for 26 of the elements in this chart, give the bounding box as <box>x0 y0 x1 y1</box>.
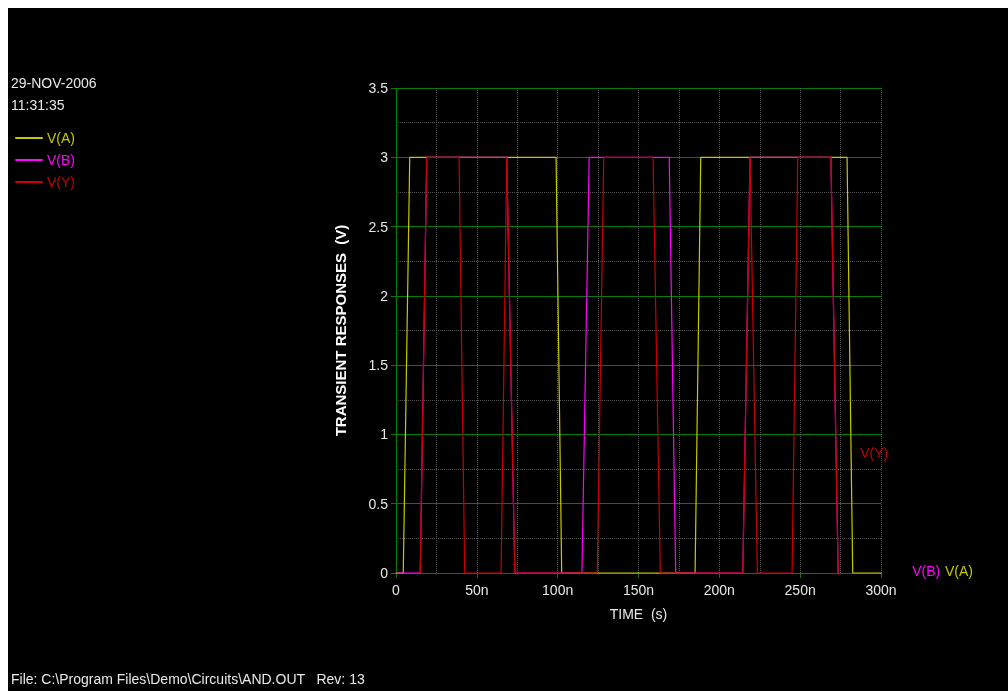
x-tick-label: 250n <box>784 582 816 598</box>
text: V(B) <box>912 563 941 579</box>
y-tick-label: 1.5 <box>368 357 389 374</box>
y-axis-title: TRANSIENT RESPONSES (V) <box>332 224 349 437</box>
x-axis-title: TIME (s) <box>609 606 668 622</box>
x-tick-label: 50n <box>465 582 489 598</box>
text: File: C:\Program Files\Demo\Circuits\AND.OUT Rev: 13 <box>11 671 365 687</box>
x-tick-label: 300n <box>865 582 897 598</box>
y-tick-label: 0.5 <box>368 495 389 512</box>
x-tick-label: 100n <box>542 582 574 598</box>
legend-label: V(A) <box>47 130 75 146</box>
y-tick-label: 2.5 <box>368 218 389 235</box>
x-tick-label: 0 <box>392 582 401 598</box>
x-tick-label: 150n <box>622 582 655 598</box>
y-tick-label: 1 <box>380 426 389 443</box>
text: V(Y) <box>860 445 889 461</box>
text: 11:31:35 <box>11 97 65 113</box>
legend-label: V(B) <box>47 152 75 168</box>
x-tick-label: 200n <box>703 582 735 598</box>
y-tick-label: 0 <box>380 565 389 581</box>
y-tick-label: 2 <box>380 287 389 304</box>
legend-label: V(Y) <box>47 174 75 190</box>
text: V(A) <box>945 563 973 579</box>
y-tick-label: 3.5 <box>368 80 389 96</box>
text: 29-NOV-2006 <box>11 75 97 91</box>
y-tick-label: 3 <box>380 149 389 166</box>
